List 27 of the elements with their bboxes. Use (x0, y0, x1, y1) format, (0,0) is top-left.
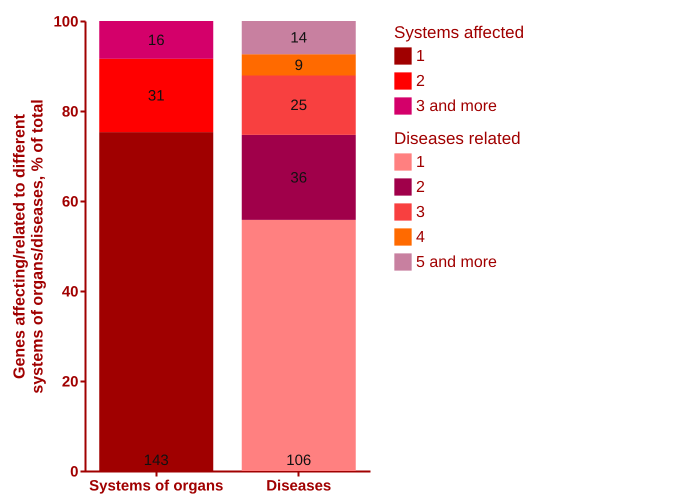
legend-label: 1 (416, 48, 425, 65)
legend-label: 4 (416, 229, 425, 246)
y-axis-title: Genes affecting/related to different systems of organs/diseases, % of total (11, 99, 46, 394)
x-tick-label: Systems of organs (89, 478, 224, 494)
legend-label: 2 (416, 73, 425, 90)
annotation: 9 (294, 56, 303, 74)
x-tick-label: Diseases (266, 478, 332, 494)
annotation: 143 (144, 452, 169, 469)
annotation: 25 (290, 97, 308, 114)
legend-label: 3 and more (416, 98, 498, 115)
annotation: 16 (148, 32, 165, 49)
y-tick-label: 40 (62, 284, 78, 300)
legend-title: Systems affected (394, 23, 524, 42)
annotation: 31 (148, 87, 165, 104)
legend-label: 2 (416, 179, 425, 196)
y-tick-label: 60 (62, 194, 78, 210)
legend-label: 5 and more (416, 254, 498, 271)
annotation: 36 (290, 169, 308, 186)
y-tick-label: 80 (62, 104, 78, 120)
annotation: 106 (286, 452, 312, 469)
legend-label: 3 (416, 204, 425, 221)
y-tick-label: 100 (53, 14, 78, 30)
annotation: 14 (290, 30, 308, 47)
legend-label: 1 (416, 154, 425, 171)
text: Diseases related (394, 129, 521, 148)
y-tick-label: 20 (62, 374, 78, 390)
y-tick-label: 0 (70, 464, 78, 480)
